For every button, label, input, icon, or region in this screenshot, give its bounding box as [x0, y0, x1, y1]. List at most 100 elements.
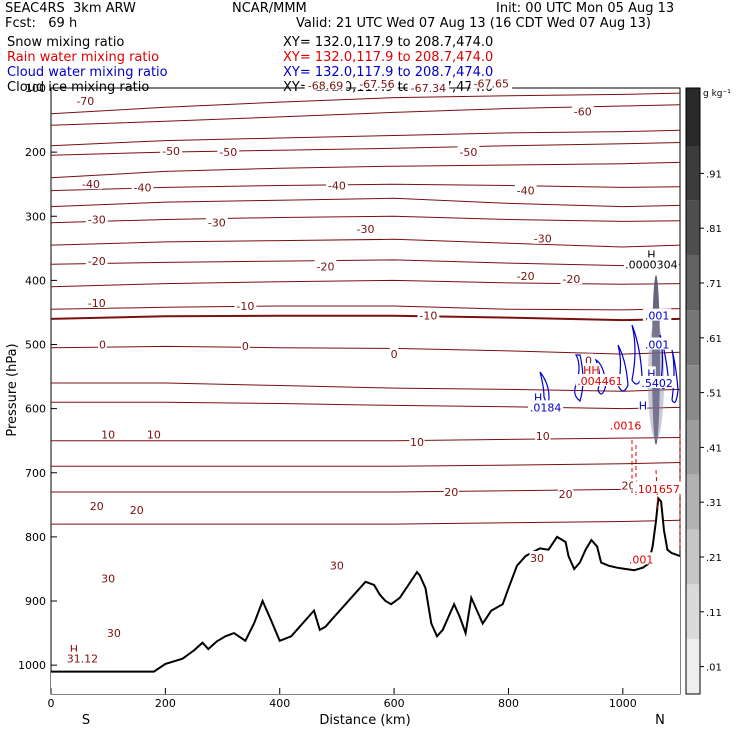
contour-label-bg	[160, 143, 182, 156]
colorbar-segment	[686, 639, 700, 694]
isotherm-line-6	[50, 197, 681, 208]
contour-label-bg	[69, 642, 79, 655]
model-title: SEAC4RS 3km ARW	[5, 1, 136, 16]
contour-label-bg	[647, 247, 656, 260]
colorbar-segment	[686, 529, 700, 585]
contour-label-bg	[529, 551, 545, 564]
isotherm-line-5	[50, 183, 681, 192]
contour-label-bg	[575, 374, 625, 387]
isotherm-line-16	[51, 437, 681, 442]
isotherm-line-8	[50, 238, 681, 248]
contour-label: H	[647, 249, 655, 262]
contour-label: 10	[410, 436, 424, 449]
contour-label: H	[534, 392, 542, 405]
contour-label-bg	[409, 434, 425, 447]
contour-label: -30	[208, 217, 226, 230]
contour-label: -20	[316, 260, 334, 273]
x-tick-label: 400	[269, 697, 290, 710]
y-tick-label: 300	[25, 210, 46, 223]
contour-label: .001	[645, 310, 670, 323]
contour-label: -10	[88, 297, 106, 310]
contour-label-bg	[417, 308, 440, 321]
contour-label-bg	[407, 81, 450, 93]
y-tick-label: 500	[25, 339, 46, 352]
colorbar-segment	[686, 420, 700, 475]
contour-label-bg	[584, 353, 593, 366]
contour-label-bg	[234, 299, 257, 312]
contour-label: H	[647, 367, 655, 380]
contour-label: -40	[82, 178, 100, 191]
contour-label-bg	[74, 93, 97, 106]
contour-label-bg	[64, 651, 100, 664]
isotherm-line-0	[50, 92, 681, 115]
y-tick-label: 400	[25, 274, 46, 287]
colorbar-label: .31	[706, 498, 722, 509]
contour-label-bg	[558, 486, 574, 499]
contour-label-bg	[326, 178, 348, 191]
contour-label: -30	[534, 233, 552, 246]
contour-label: 30	[107, 627, 121, 640]
isotherm-line-15	[51, 401, 681, 410]
contour-label: 20	[130, 504, 144, 517]
contour-label: HH	[583, 364, 600, 377]
colorbar-frame	[685, 87, 701, 695]
contour-label: -40	[328, 179, 346, 192]
contour-label: .0016	[610, 419, 642, 432]
contour-label-bg	[241, 338, 250, 351]
contour-label: -50	[459, 146, 477, 159]
contour-label-bg	[639, 375, 675, 388]
contour-label-bg	[85, 212, 108, 225]
y-tick-label: 200	[25, 146, 46, 159]
isotherm-layer	[50, 92, 681, 525]
forecast-hour: Fcst: 69 h	[5, 16, 78, 31]
contour-label-bg	[354, 222, 377, 235]
x-axis-label: Distance (km)	[319, 713, 410, 728]
colorbar-segment	[686, 474, 700, 530]
contour-label-bg	[356, 77, 398, 90]
y-tick-label: 600	[25, 403, 46, 416]
x-tick-label: 200	[155, 697, 176, 710]
contour-label-bg	[106, 626, 122, 639]
contour-label-bg	[98, 337, 107, 350]
contour-label-bg	[304, 78, 347, 91]
contour-label: 10	[147, 428, 161, 441]
contour-label: 20	[444, 486, 458, 499]
contour-label: -20	[88, 255, 106, 268]
terrain-layer	[51, 496, 681, 694]
colorbar-label: .71	[706, 279, 722, 290]
contour-label: 20	[622, 480, 636, 493]
legend-rain-xy: XY= 132.0,117.9 to 208.7,474.0	[283, 50, 494, 65]
contour-label: 10	[536, 430, 550, 443]
colorbar-segment	[686, 146, 700, 201]
isotherm-line-12	[50, 314, 681, 322]
isotherm-line-18	[51, 487, 681, 493]
contour-label-bg	[608, 418, 644, 431]
colorbar-label: .61	[706, 334, 722, 345]
legend-cloud-water-name: Cloud water mixing ratio	[7, 65, 168, 80]
contour-label-bg	[329, 558, 345, 571]
contour-label-bg	[205, 215, 228, 228]
isotherm-line-10	[50, 279, 681, 288]
contour-label-bg	[620, 478, 637, 491]
contour-label-bg	[100, 427, 116, 440]
contour-label: -70	[76, 95, 94, 108]
colorbar-label: .81	[706, 224, 722, 235]
contour-label: 30	[101, 573, 115, 586]
contour-label-bg	[217, 145, 240, 158]
y-axis-label: Pressure (hPa)	[5, 343, 20, 436]
colorbar-segment	[686, 365, 700, 420]
y-tick-label: 700	[25, 467, 46, 480]
contour-label-bg	[647, 366, 656, 379]
isotherm-line-9	[50, 259, 681, 267]
legend-cloud-water-xy: XY= 132.0,117.9 to 208.7,474.0	[283, 65, 494, 80]
contour-label: 30	[530, 552, 544, 565]
y-tick-label: 1000	[18, 659, 46, 672]
contour-label: 20	[90, 500, 104, 513]
contour-label: -20	[517, 270, 535, 283]
isotherm-line-13	[50, 345, 681, 355]
contour-label-bg	[533, 390, 543, 403]
y-tick-label: 900	[25, 595, 46, 608]
contour-label-bg	[583, 363, 599, 376]
y-tick-label: 800	[25, 531, 46, 544]
colorbar-segment	[686, 200, 700, 256]
